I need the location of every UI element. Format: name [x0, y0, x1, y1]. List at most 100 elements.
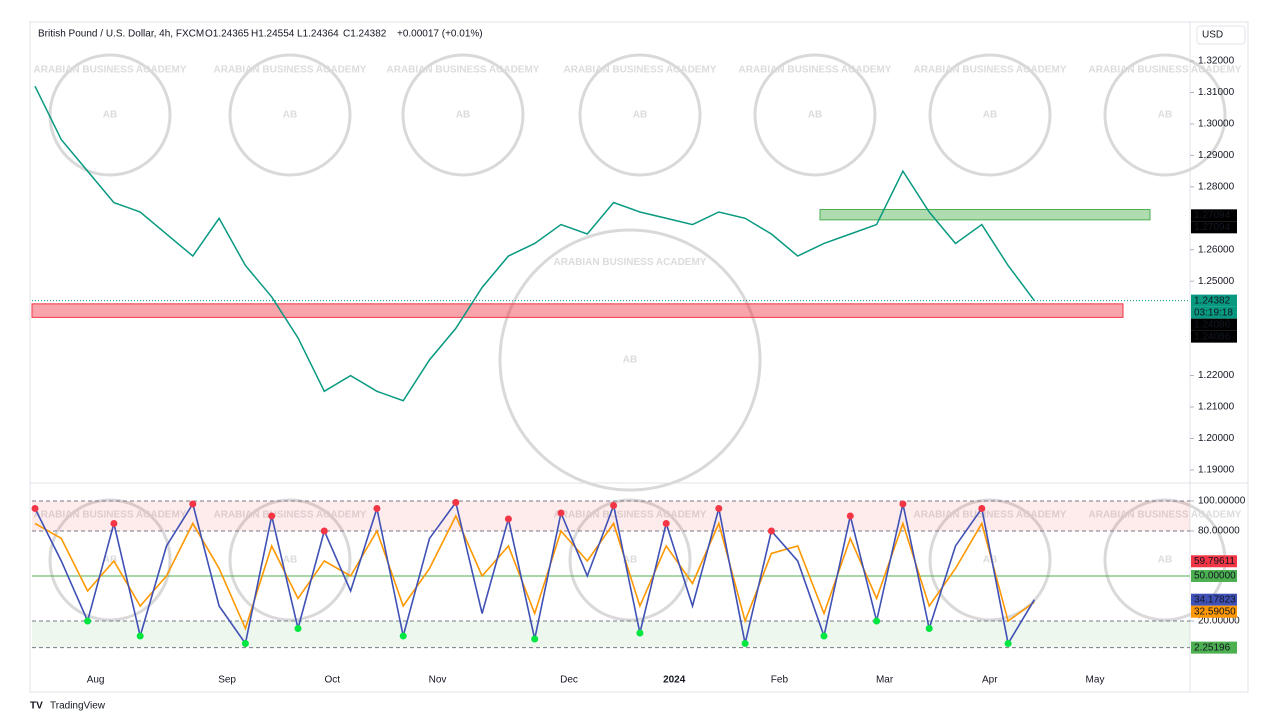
watermark-name: ARABIAN BUSINESS ACADEMY: [564, 65, 717, 76]
oscillator-line: [34, 514, 1035, 631]
watermark-name: ARABIAN BUSINESS ACADEMY: [914, 65, 1067, 76]
price-label: 1.27094: [1194, 210, 1231, 221]
symbol: British Pound / U.S. Dollar, 4h, FXCM: [38, 29, 204, 40]
signal-dot: [636, 629, 644, 637]
x-tick-label: Nov: [429, 675, 447, 686]
currency: USD: [1202, 30, 1223, 41]
price-label-box: [1191, 593, 1237, 606]
ohlc-value: O1.24365: [205, 29, 249, 40]
watermark-name: ARABIAN BUSINESS ACADEMY: [554, 510, 707, 521]
watermark-logo: AB: [623, 355, 637, 366]
price-label: 34.17823: [1194, 594, 1236, 605]
price-label-box: [1191, 318, 1237, 331]
y-tick-label: 1.21000: [1198, 402, 1235, 413]
signal-dot: [84, 617, 92, 625]
y-tick-label: 1.26000: [1198, 244, 1235, 255]
price-label-box: [1191, 641, 1237, 654]
ohlc-value: H1.24554: [251, 29, 295, 40]
watermark-logo: AB: [983, 110, 997, 121]
price-label-box: [1191, 605, 1237, 618]
frame: [29, 21, 1249, 693]
price-label: 1.27094: [1194, 222, 1231, 233]
watermark-logo: AB: [103, 555, 117, 566]
countdown-box: [1191, 306, 1237, 319]
watermark-logo: AB: [103, 110, 117, 121]
watermark-ring: [753, 53, 877, 177]
y-tick-label: 1.20000: [1198, 433, 1235, 444]
signal-dot: [873, 617, 881, 625]
y-tick-label: 1.29000: [1198, 150, 1235, 161]
watermark-ring: [568, 498, 692, 622]
y-tick-label: 1.28000: [1198, 181, 1235, 192]
y-tick-label: 1.30000: [1198, 119, 1235, 130]
watermark-logo: AB: [283, 110, 297, 121]
ohlc-value: L1.24364: [297, 29, 339, 40]
band: [32, 620, 1190, 648]
ohlc-value: C1.24382: [343, 29, 387, 40]
price-label-box: [1191, 209, 1237, 222]
watermark-ring: [401, 53, 525, 177]
price-label-box: [1191, 221, 1237, 234]
x-tick-label: Oct: [325, 675, 341, 686]
watermark-ring: [228, 53, 352, 177]
watermark-ring: [228, 498, 352, 622]
watermark-name: ARABIAN BUSINESS ACADEMY: [554, 257, 707, 268]
watermark-ring: [928, 498, 1052, 622]
y-tick-label: 1.31000: [1198, 87, 1235, 98]
x-tick-label: Dec: [560, 675, 578, 686]
signal-dot: [610, 501, 618, 509]
price-pane: 1.19000 1.20000 1.21000 1.22000 1.25000 1.260…: [31, 56, 1237, 476]
zone: [31, 303, 1124, 318]
watermark-name: ARABIAN BUSINESS ACADEMY: [1089, 510, 1242, 521]
y-tick-label: 1.22000: [1198, 370, 1235, 381]
x-tick-label: Mar: [876, 675, 894, 686]
y-tick-label: 1.25000: [1198, 276, 1235, 287]
x-tick-label: May: [1086, 675, 1105, 686]
price-label-box: [1191, 294, 1237, 307]
watermark-name: ARABIAN BUSINESS ACADEMY: [914, 510, 1067, 521]
signal-dot: [899, 500, 907, 508]
footer: TradingView: [50, 701, 106, 712]
signal-dot: [715, 504, 723, 512]
zone: [819, 208, 1151, 221]
price-label-box: [1191, 555, 1237, 568]
signal-dot: [531, 635, 539, 643]
signal-dot: [241, 639, 249, 647]
x-tick-label: Aug: [87, 675, 105, 686]
signal-dot: [925, 624, 933, 632]
signal-dot: [452, 498, 460, 506]
signal-dot: [741, 639, 749, 647]
signal-dot: [294, 624, 302, 632]
countdown: 03:19:18: [1194, 307, 1233, 318]
signal-dot: [662, 519, 670, 527]
watermark-name: ARABIAN BUSINESS ACADEMY: [739, 65, 892, 76]
watermark-ring: [928, 53, 1052, 177]
signal-dot: [31, 504, 39, 512]
watermark-name: ARABIAN BUSINESS ACADEMY: [214, 510, 367, 521]
watermark-name: ARABIAN BUSINESS ACADEMY: [34, 510, 187, 521]
signal-dot: [504, 515, 512, 523]
signal-dot: [767, 527, 775, 535]
x-tick-label: Apr: [982, 675, 998, 686]
signal-dot: [846, 512, 854, 520]
y-tick-label: 80.00000: [1198, 526, 1240, 537]
watermark-ring: [578, 53, 702, 177]
oscillator-pane: 20.00000 80.00000 100.00000 59.79611 50.0000…: [31, 496, 1246, 654]
price-label: 1.24086: [1194, 319, 1231, 330]
tv-logo: TV: [30, 701, 43, 712]
signal-dot: [268, 512, 276, 520]
signal-dot: [110, 519, 118, 527]
price-label-box: [1191, 569, 1237, 582]
signal-dot: [1004, 639, 1012, 647]
watermark-logo: AB: [283, 555, 297, 566]
watermarks: AB ARABIAN BUSINESS ACADEMY AB ARABIAN BUSI…: [34, 53, 1242, 622]
watermark-ring: [48, 498, 172, 622]
watermark-name: ARABIAN BUSINESS ACADEMY: [34, 65, 187, 76]
price-label: 1.24382: [1194, 295, 1231, 306]
watermark-logo: AB: [633, 110, 647, 121]
change: +0.00017 (+0.01%): [397, 29, 483, 40]
watermark-logo: AB: [623, 555, 637, 566]
currency-box[interactable]: [1196, 25, 1246, 45]
